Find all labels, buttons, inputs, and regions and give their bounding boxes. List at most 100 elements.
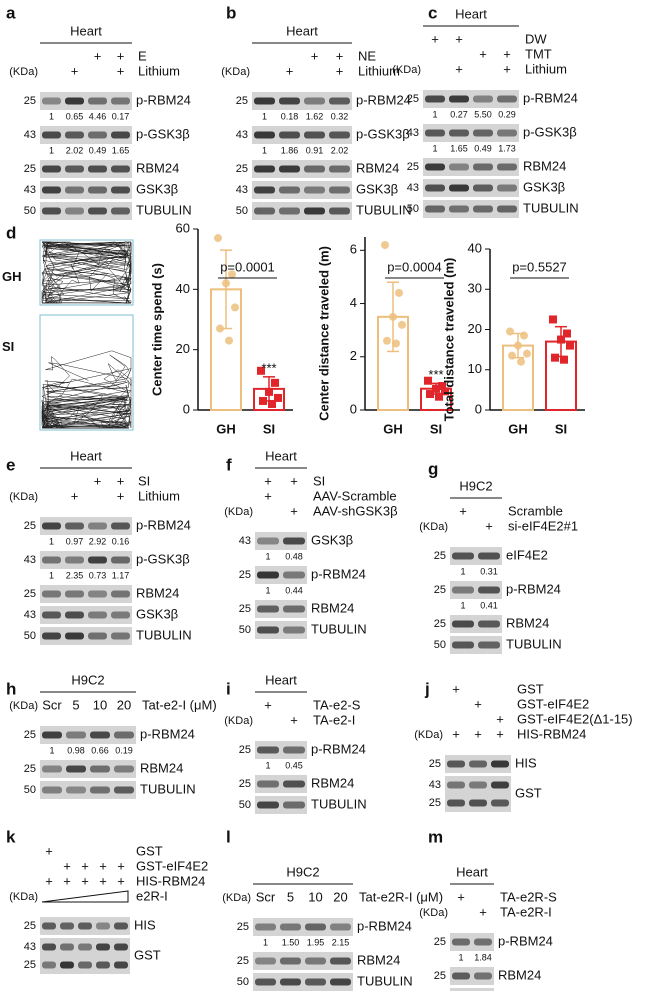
blot [445, 776, 511, 812]
band [449, 205, 469, 213]
blot-label: p-RBM24 [498, 933, 553, 948]
kda-unit: (KDa) [419, 521, 448, 533]
kda-unit: (KDa) [224, 715, 253, 727]
group-label: SI [2, 339, 14, 354]
band [88, 611, 107, 619]
quantification: 0.49 [474, 143, 492, 153]
band [304, 131, 325, 139]
band [42, 786, 62, 794]
blot [255, 775, 307, 793]
condition-label: HIS-RBM24 [517, 726, 586, 741]
blot [255, 532, 307, 550]
quantification: 0.41 [480, 600, 498, 610]
header: Heart [455, 6, 487, 21]
point [389, 312, 397, 321]
condition-mark: 20 [117, 697, 131, 712]
header: Heart [286, 23, 318, 38]
condition-mark: + [290, 473, 298, 488]
blot [40, 181, 132, 199]
quantification: 2.02 [66, 145, 84, 155]
blot-label: p-RBM24 [136, 517, 191, 532]
blot [40, 160, 132, 178]
band [88, 207, 107, 215]
blot [423, 179, 519, 197]
band [257, 626, 279, 634]
blot [253, 973, 353, 991]
kda: 25 [237, 955, 249, 967]
panel-letter: m [428, 827, 443, 846]
blot [253, 952, 353, 970]
point [274, 393, 282, 402]
condition-mark: + [63, 858, 71, 873]
blot [40, 92, 132, 110]
quantification: 1 [265, 585, 270, 595]
blot [450, 988, 494, 991]
band [497, 163, 517, 171]
kda-unit: (KDa) [9, 491, 38, 503]
band [449, 95, 469, 103]
band [78, 961, 92, 969]
point [441, 387, 449, 396]
point [551, 353, 559, 362]
band [280, 978, 301, 986]
y-tick-label: 10 [468, 361, 482, 376]
y-tick-label: 6 [350, 242, 357, 257]
blot-label: GST [134, 947, 161, 962]
quantification: 5.50 [474, 109, 492, 119]
point [265, 387, 273, 396]
band [42, 632, 61, 640]
band [425, 205, 445, 213]
band [111, 186, 130, 194]
kda: 43 [24, 941, 36, 953]
band [257, 746, 279, 754]
blot-label: HIS [515, 755, 537, 770]
blot [423, 200, 519, 218]
point [383, 336, 391, 345]
band [111, 611, 130, 619]
quantification: 1 [49, 745, 54, 755]
point [231, 303, 239, 312]
quantification: 1 [458, 952, 463, 962]
condition-mark: + [311, 48, 319, 63]
band [66, 765, 86, 773]
condition-mark: + [474, 696, 482, 711]
kda: 25 [239, 778, 251, 790]
condition-mark: + [457, 889, 465, 904]
condition-mark: + [479, 46, 487, 61]
band [469, 760, 487, 768]
band [42, 943, 56, 951]
band [42, 961, 56, 969]
band [65, 611, 84, 619]
x-tick-label: SI [263, 421, 275, 436]
y-tick-label: 40 [468, 240, 482, 255]
blot [423, 158, 519, 176]
blot [450, 967, 494, 985]
panel-letter: g [428, 459, 438, 478]
band [114, 922, 128, 930]
band [65, 131, 84, 139]
condition-label: TA-e2-I [313, 712, 355, 727]
panel-letter: d [6, 223, 16, 242]
band [478, 552, 500, 560]
band [330, 923, 351, 931]
band [254, 97, 275, 105]
band [279, 97, 300, 105]
quantification: 2.35 [66, 570, 84, 580]
quantification: 1.86 [281, 145, 299, 155]
quantification: 1 [432, 143, 437, 153]
band [447, 781, 465, 789]
point [523, 349, 531, 358]
quantification: 0.17 [112, 111, 130, 121]
blot [450, 636, 502, 654]
quantification: 0.98 [67, 745, 85, 755]
point [257, 366, 265, 375]
band [42, 165, 61, 173]
quantification: 1 [432, 109, 437, 119]
quantification: 1 [49, 145, 54, 155]
point [438, 382, 446, 391]
band [283, 537, 305, 545]
blot-label: RBM24 [311, 600, 354, 615]
quantification: 1 [49, 570, 54, 580]
band [304, 165, 325, 173]
point [549, 315, 557, 324]
